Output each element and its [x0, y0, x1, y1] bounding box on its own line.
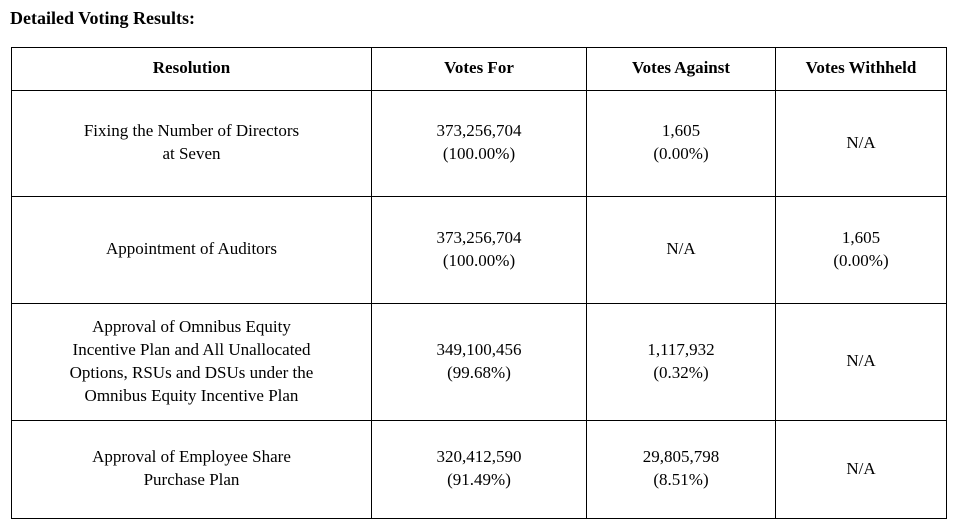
- column-header-votes-for: Votes For: [371, 46, 587, 91]
- votes-withheld-cell: N/A: [775, 419, 947, 519]
- votes-for-cell: 349,100,456 (99.68%): [371, 302, 587, 421]
- table-row: Approval of Employee Share Purchase Plan…: [11, 419, 947, 519]
- votes-withheld-cell: 1,605 (0.00%): [775, 195, 947, 304]
- document-page: Detailed Voting Results: Resolution Vote…: [0, 8, 957, 529]
- votes-for-cell: 373,256,704 (100.00%): [371, 195, 587, 304]
- votes-for-cell: 320,412,590 (91.49%): [371, 419, 587, 519]
- votes-against-cell: N/A: [586, 195, 776, 304]
- voting-results-table: Resolution Votes For Votes Against Votes…: [11, 46, 947, 519]
- page-title: Detailed Voting Results:: [10, 8, 196, 28]
- votes-withheld-cell: N/A: [775, 302, 947, 421]
- resolution-cell: Appointment of Auditors: [11, 195, 372, 304]
- table-row: Fixing the Number of Directors at Seven …: [11, 89, 947, 197]
- votes-for-cell: 373,256,704 (100.00%): [371, 89, 587, 197]
- votes-against-cell: 29,805,798 (8.51%): [586, 419, 776, 519]
- table-header-row: Resolution Votes For Votes Against Votes…: [11, 46, 947, 91]
- column-header-votes-withheld: Votes Withheld: [775, 46, 947, 91]
- votes-withheld-cell: N/A: [775, 89, 947, 197]
- resolution-cell: Approval of Employee Share Purchase Plan: [11, 419, 372, 519]
- votes-against-cell: 1,605 (0.00%): [586, 89, 776, 197]
- column-header-resolution: Resolution: [11, 46, 372, 91]
- table-row: Appointment of Auditors 373,256,704 (100…: [11, 195, 947, 304]
- resolution-cell: Fixing the Number of Directors at Seven: [11, 89, 372, 197]
- column-header-votes-against: Votes Against: [586, 46, 776, 91]
- table-row: Approval of Omnibus Equity Incentive Pla…: [11, 302, 947, 421]
- resolution-cell: Approval of Omnibus Equity Incentive Pla…: [11, 302, 372, 421]
- votes-against-cell: 1,117,932 (0.32%): [586, 302, 776, 421]
